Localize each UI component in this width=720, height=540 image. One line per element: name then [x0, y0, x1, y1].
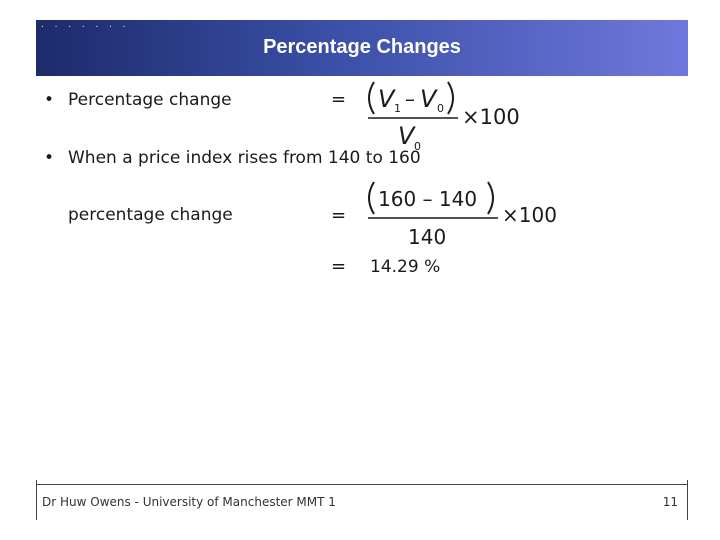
- footer-rule: [36, 484, 688, 485]
- footer-right-rule: [687, 480, 688, 520]
- numerator-v1: V: [378, 85, 396, 113]
- bullet-percentage-change: • Percentage change: [44, 90, 232, 110]
- title-decoration: . . . . . . .: [40, 20, 129, 29]
- numerator-v1-subscript: 1: [394, 102, 401, 115]
- multiplier: ×100: [502, 203, 557, 227]
- numerator-v0-subscript: 0: [437, 102, 444, 115]
- denominator-v0-subscript: 0: [414, 140, 421, 153]
- footer-author: Dr Huw Owens - University of Manchester …: [42, 495, 336, 509]
- page-number: 11: [662, 495, 678, 509]
- numerator-v0: V: [420, 85, 438, 113]
- example-result: 14.29 %: [370, 257, 441, 277]
- title-bar: . . . . . . . Percentage Changes: [36, 20, 688, 76]
- bullet-text: Percentage change: [68, 90, 232, 110]
- example-numerator: 160 – 140: [378, 187, 477, 211]
- footer-left-rule: [36, 480, 37, 520]
- example-label: percentage change: [68, 205, 233, 225]
- equals-sign: =: [331, 256, 347, 277]
- general-formula: V 1 – V 0 V 0 ×100: [368, 81, 520, 153]
- equals-sign: =: [331, 205, 347, 226]
- equals-sign: =: [331, 89, 347, 110]
- left-paren: [368, 181, 375, 215]
- example-denominator: 140: [408, 225, 446, 249]
- minus-sign: –: [405, 87, 415, 111]
- multiplier: ×100: [462, 105, 520, 129]
- example-formula: 160 – 140 140 ×100: [368, 181, 557, 249]
- denominator-v0: V: [398, 122, 416, 150]
- slide-title: Percentage Changes: [263, 36, 461, 58]
- bullet-text: When a price index rises from 140 to 160: [68, 148, 421, 168]
- right-paren: [487, 181, 494, 215]
- bullet-marker: •: [44, 148, 55, 168]
- bullet-marker: •: [44, 90, 55, 110]
- right-paren: [447, 81, 454, 115]
- bullet-price-index: • When a price index rises from 140 to 16…: [44, 148, 421, 168]
- left-paren: [368, 81, 375, 115]
